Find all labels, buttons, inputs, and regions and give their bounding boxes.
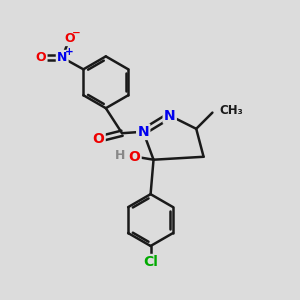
Text: CH₃: CH₃ [219, 104, 243, 117]
Text: O: O [92, 132, 104, 146]
Text: N: N [164, 109, 176, 122]
Text: H: H [116, 149, 126, 162]
Text: O: O [128, 150, 140, 164]
Text: N: N [137, 125, 149, 139]
Text: O: O [36, 51, 46, 64]
Text: −: − [72, 28, 80, 38]
Text: +: + [65, 47, 74, 57]
Text: Cl: Cl [143, 255, 158, 269]
Text: N: N [57, 51, 68, 64]
Text: O: O [64, 32, 75, 45]
